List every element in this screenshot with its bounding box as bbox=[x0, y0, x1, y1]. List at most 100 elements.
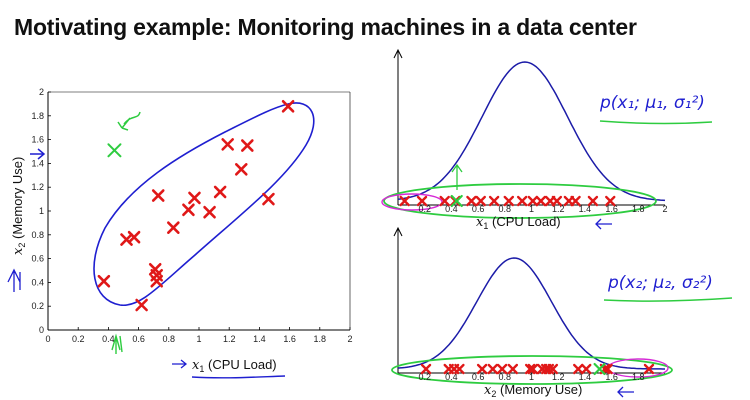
scatter-point bbox=[182, 203, 195, 217]
top-point bbox=[475, 195, 486, 207]
scatter-x-tick-label: 0.2 bbox=[72, 334, 85, 344]
bottom-point bbox=[581, 363, 592, 375]
scatter-x-tick-label: 1.4 bbox=[253, 334, 266, 344]
top-x-tick-label: 0.6 bbox=[472, 204, 485, 214]
top-x-ticks: 0.2 0.4 0.6 0.8 1 1.2 1.4 1.6 1.8 2 bbox=[418, 204, 667, 214]
green-ellipse-x1 bbox=[383, 183, 657, 219]
bottom-point bbox=[524, 363, 536, 375]
bottom-anomaly bbox=[593, 362, 606, 376]
scatter-x-tick-label: 1.6 bbox=[283, 334, 296, 344]
top-point bbox=[466, 195, 477, 207]
magenta-ellipse-x1 bbox=[381, 193, 443, 211]
bottom-point bbox=[454, 363, 465, 375]
bottom-point bbox=[643, 363, 655, 375]
density-curve-x2 bbox=[397, 257, 665, 370]
hand-underline-x-label bbox=[191, 375, 286, 379]
scatter-point bbox=[151, 189, 165, 202]
scatter-point bbox=[281, 99, 295, 113]
green-ellipse-x2 bbox=[391, 355, 673, 385]
bottom-point bbox=[487, 363, 498, 375]
scatter-y-tick-label: 1 bbox=[39, 206, 44, 216]
top-point bbox=[416, 195, 428, 207]
density-curve-x1 bbox=[397, 61, 666, 202]
scatter-plot: 0 0.2 0.4 0.6 0.8 1 1.2 1.4 1.6 1.8 2 0 0.2 0.4 0.6 0.… bbox=[7, 87, 353, 379]
hand-arrow-y-up bbox=[7, 268, 21, 292]
hand-arrow-x-marker bbox=[111, 333, 123, 354]
scatter-y-tick-label: 0.6 bbox=[31, 254, 44, 264]
scatter-point bbox=[135, 298, 148, 312]
scatter-point bbox=[97, 274, 111, 288]
bottom-x-tick-label: 1.6 bbox=[605, 372, 618, 382]
scatter-point bbox=[234, 163, 248, 176]
scatter-x-tick-label: 1 bbox=[196, 334, 201, 344]
top-point bbox=[488, 195, 500, 207]
top-point bbox=[516, 195, 528, 207]
scatter-point bbox=[167, 221, 180, 234]
top-x-tick-label: 1.8 bbox=[632, 204, 645, 214]
top-x-tick-label: 0.2 bbox=[418, 204, 431, 214]
top-anomaly bbox=[450, 194, 463, 208]
hand-arrow-anomaly bbox=[117, 111, 141, 131]
scatter-y-tick-label: 0 bbox=[39, 325, 44, 335]
scatter-point bbox=[213, 185, 227, 199]
slide-title: Motivating example: Monitoring machines … bbox=[14, 14, 637, 40]
scatter-point bbox=[262, 192, 275, 206]
scatter-point bbox=[203, 205, 216, 219]
bottom-x-ticks: 0.2 0.4 0.6 0.8 1 1.2 1.4 1.6 1.8 bbox=[418, 372, 644, 382]
hand-underline-x2 bbox=[603, 297, 733, 302]
scatter-point bbox=[150, 274, 164, 288]
bottom-point bbox=[547, 363, 559, 375]
density-plot-x2: 0.2 0.4 0.6 0.8 1 1.2 1.4 1.6 1.8 x2 (Memory Use… bbox=[391, 226, 733, 399]
top-point bbox=[503, 195, 515, 207]
hand-underline-x1 bbox=[599, 120, 713, 125]
bottom-x-tick-label: 0.8 bbox=[499, 372, 512, 382]
hand-arrow-bottom-label bbox=[617, 386, 634, 398]
scatter-points bbox=[97, 99, 295, 312]
top-x-tick-label: 1.6 bbox=[605, 204, 618, 214]
scatter-y-tick-label: 0.2 bbox=[31, 301, 44, 311]
bottom-x-tick-label: 0.6 bbox=[472, 372, 485, 382]
ellipse-annotation bbox=[93, 102, 315, 306]
scatter-anomaly-point bbox=[107, 143, 122, 158]
scatter-y-tick-label: 1.8 bbox=[31, 111, 44, 121]
bottom-x-tick-label: 1 bbox=[529, 372, 534, 382]
bottom-point bbox=[420, 363, 432, 375]
density-plot-x1: 0.2 0.4 0.6 0.8 1 1.2 1.4 1.6 1.8 2 x1 (CPU Load)… bbox=[381, 48, 713, 231]
bottom-x-label: x2 (Memory Use) bbox=[484, 382, 582, 399]
hand-arrow-top-anomaly bbox=[451, 163, 463, 190]
bottom-point bbox=[476, 363, 488, 375]
top-x-tick-label: 1.4 bbox=[579, 204, 592, 214]
bottom-x-tick-label: 0.4 bbox=[445, 372, 458, 382]
scatter-x-tick-label: 0.6 bbox=[132, 334, 145, 344]
scatter-y-tick-label: 1.6 bbox=[31, 135, 44, 145]
scatter-point bbox=[127, 230, 141, 244]
scatter-x-tick-label: 0 bbox=[45, 334, 50, 344]
top-x-tick-label: 0.8 bbox=[499, 204, 512, 214]
scatter-axes bbox=[47, 91, 351, 331]
top-point bbox=[587, 195, 599, 207]
top-point bbox=[605, 195, 616, 207]
scatter-x-tick-label: 0.4 bbox=[102, 334, 115, 344]
top-x-tick-label: 2 bbox=[662, 204, 667, 214]
top-point bbox=[535, 195, 547, 207]
scatter-point bbox=[221, 138, 234, 151]
bottom-point bbox=[527, 363, 539, 375]
scatter-x-tick-label: 1.2 bbox=[223, 334, 236, 344]
scatter-y-tick-label: 0.8 bbox=[31, 230, 44, 240]
bottom-point bbox=[602, 363, 613, 375]
bottom-points bbox=[420, 363, 655, 375]
bottom-point bbox=[573, 363, 584, 375]
scatter-point bbox=[241, 139, 254, 152]
top-point bbox=[570, 195, 581, 207]
density-annotation-x1: p(x₁; μ₁, σ₁²) bbox=[599, 93, 705, 113]
top-anomaly-point bbox=[450, 194, 463, 208]
scatter-y-tick-label: 2 bbox=[39, 87, 44, 97]
scatter-anomaly bbox=[107, 143, 122, 158]
density-annotation-x2: p(x₂; μ₂, σ₂²) bbox=[607, 273, 713, 293]
top-x-tick-label: 1 bbox=[529, 204, 534, 214]
top-point bbox=[527, 195, 539, 207]
scatter-y-tick-label: 0.4 bbox=[31, 277, 44, 287]
scatter-x-label: x1 (CPU Load) bbox=[192, 357, 277, 374]
bottom-x-tick-label: 0.2 bbox=[418, 372, 431, 382]
scatter-x-tick-label: 0.8 bbox=[163, 334, 176, 344]
